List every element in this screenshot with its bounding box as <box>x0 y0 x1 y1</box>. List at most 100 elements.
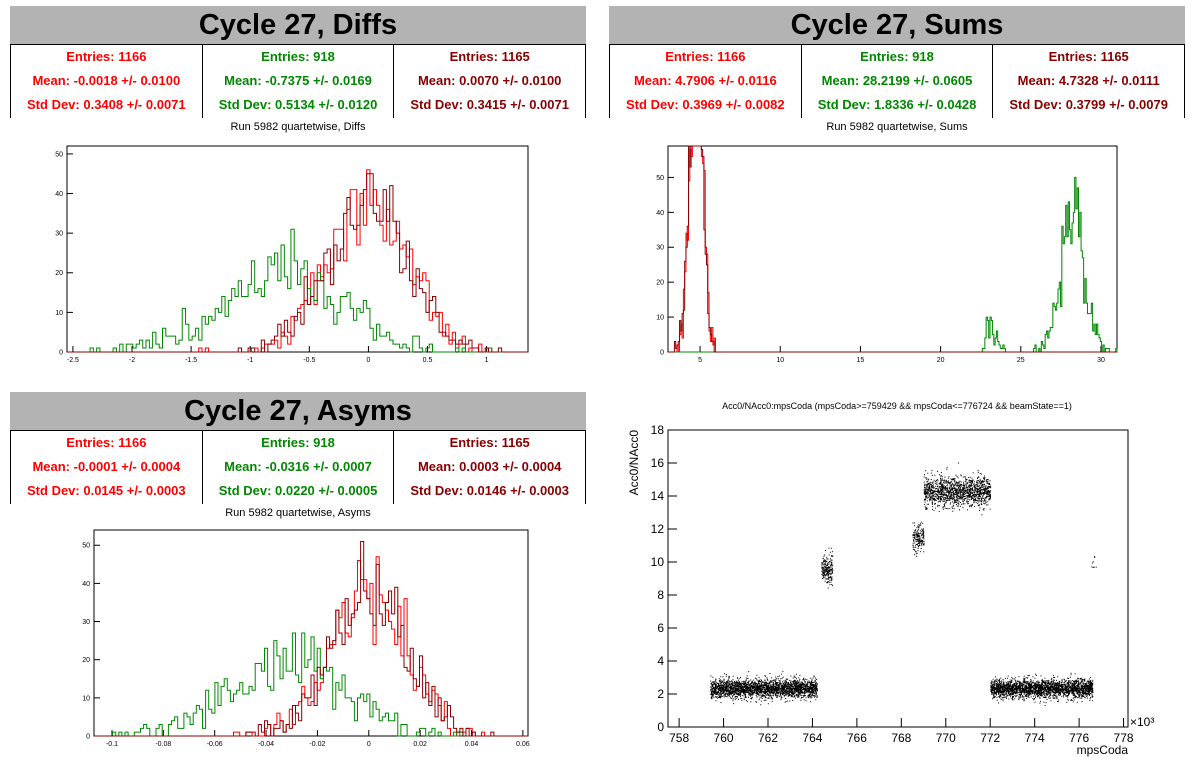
mean-label: Mean: -0.7375 +/- 0.0169 <box>224 73 372 88</box>
y-tick-label: 0 <box>657 720 664 734</box>
x-tick-label: 0.5 <box>423 357 433 364</box>
y-tick-label: 50 <box>656 175 664 182</box>
x-tick-label: -0.08 <box>155 741 171 748</box>
y-tick-label: 20 <box>82 657 90 664</box>
x-tick-label: 762 <box>758 731 778 745</box>
x-axis-label: mpsCoda <box>1077 743 1129 757</box>
std-label: Std Dev: 0.0220 +/- 0.0005 <box>218 483 378 498</box>
mean-label: Mean: -0.0316 +/- 0.0007 <box>224 459 372 474</box>
entries-label: Entries: 918 <box>261 435 335 450</box>
x-tick-label: 758 <box>669 731 689 745</box>
y-tick-label: 50 <box>55 151 63 158</box>
x-tick-label: 15 <box>857 357 865 364</box>
histogram-series-darkred <box>67 173 528 353</box>
stats-box-green: Entries: 918 Mean: -0.0316 +/- 0.0007 St… <box>203 431 395 504</box>
stats-box-red: Entries: 1166 Mean: -0.0001 +/- 0.0004 S… <box>11 431 203 504</box>
x-tick-label: 0 <box>366 357 370 364</box>
plot-frame <box>66 145 529 353</box>
y-tick-label: 4 <box>657 654 664 668</box>
x-tick-label: -0.04 <box>258 741 274 748</box>
mean-label: Mean: -0.0018 +/- 0.0100 <box>32 73 181 88</box>
histogram-series-darkred <box>668 145 1117 353</box>
x-tick-label: 764 <box>802 731 822 745</box>
scatter-title: Acc0/NAcc0:mpsCoda (mpsCoda>=759429 && m… <box>722 401 1072 411</box>
entries-label: Entries: 1165 <box>449 49 530 64</box>
y-tick-label: 2 <box>657 687 664 701</box>
entries-label: Entries: 1165 <box>1048 49 1129 64</box>
x-tick-label: 770 <box>936 731 956 745</box>
x-tick-label: 760 <box>714 731 734 745</box>
entries-label: Entries: 1165 <box>449 435 530 450</box>
y-tick-label: 40 <box>82 581 90 588</box>
y-tick-label: 14 <box>651 489 665 503</box>
x-tick-label: 768 <box>891 731 911 745</box>
entries-label: Entries: 1166 <box>665 49 746 64</box>
x-tick-label: 766 <box>847 731 867 745</box>
y-tick-label: 20 <box>55 270 63 277</box>
x-tick-label: -1.5 <box>185 357 197 364</box>
x-tick-label: 30 <box>1097 357 1105 364</box>
std-label: Std Dev: 0.3799 +/- 0.0079 <box>1009 97 1168 112</box>
std-label: Std Dev: 0.5134 +/- 0.0120 <box>218 97 378 112</box>
entries-label: Entries: 1166 <box>66 49 147 64</box>
y-tick-label: 18 <box>651 423 665 437</box>
y-tick-label: 30 <box>55 231 63 238</box>
y-tick-label: 16 <box>651 456 665 470</box>
x-tick-label: 0 <box>367 741 371 748</box>
histogram-series-green <box>94 632 528 737</box>
std-label: Std Dev: 0.3969 +/- 0.0082 <box>626 97 785 112</box>
y-tick-label: 10 <box>82 695 90 702</box>
scatter-points <box>710 462 1097 707</box>
x-tick-label: 0.02 <box>413 741 427 748</box>
mean-label: Mean: 0.0003 +/- 0.0004 <box>417 459 562 474</box>
entries-label: Entries: 1166 <box>66 435 147 450</box>
histogram-series-green <box>668 176 1118 353</box>
x-tick-label: -0.02 <box>309 741 325 748</box>
std-label: Std Dev: 0.3415 +/- 0.0071 <box>410 97 569 112</box>
y-tick-label: 12 <box>651 522 665 536</box>
entries-label: Entries: 918 <box>261 49 335 64</box>
y-tick-label: 0 <box>660 349 664 356</box>
mean-label: Mean: 4.7906 +/- 0.0116 <box>633 73 777 88</box>
sums-plot: 5 10 15 20 25 30 0 10 20 30 40 50 <box>656 145 1118 364</box>
x-axis-exponent: ×10³ <box>1130 715 1154 729</box>
asyms-subtitle: Run 5982 quartetwise, Asyms <box>225 507 371 519</box>
stats-box-red: Entries: 1166 Mean: 4.7906 +/- 0.0116 St… <box>610 45 802 118</box>
y-tick-label: 50 <box>82 543 90 550</box>
mean-label: Mean: 28.2199 +/- 0.0605 <box>821 73 973 88</box>
std-label: Std Dev: 1.8336 +/- 0.0428 <box>817 97 977 112</box>
asyms-title: Cycle 27, Asyms <box>10 392 586 430</box>
x-tick-label: 778 <box>1114 731 1134 745</box>
asyms-plot: -0.1 -0.08 -0.06 -0.04 -0.02 0 0.02 0.04 0.06 0 10… <box>82 529 530 748</box>
sums-subtitle: Run 5982 quartetwise, Sums <box>826 121 968 133</box>
y-tick-label: 10 <box>55 310 63 317</box>
std-label: Std Dev: 0.3408 +/- 0.0071 <box>27 97 186 112</box>
x-tick-label: 0.04 <box>465 741 479 748</box>
diffs-stats: Entries: 1166 Mean: -0.0018 +/- 0.0100 S… <box>10 44 586 118</box>
x-tick-label: -2 <box>129 357 135 364</box>
x-tick-label: -0.5 <box>303 357 315 364</box>
y-tick-label: 0 <box>59 349 63 356</box>
y-tick-label: 40 <box>656 210 664 217</box>
y-tick-label: 6 <box>657 621 664 635</box>
entries-label: Entries: 918 <box>860 49 934 64</box>
mean-label: Mean: -0.0001 +/- 0.0004 <box>32 459 181 474</box>
x-tick-label: 774 <box>1025 731 1045 745</box>
diffs-subtitle: Run 5982 quartetwise, Diffs <box>230 121 366 133</box>
x-tick-label: 0.06 <box>516 741 530 748</box>
plot-frame <box>93 529 529 737</box>
y-tick-label: 8 <box>657 588 664 602</box>
stats-box-darkred: Entries: 1165 Mean: 0.0003 +/- 0.0004 St… <box>394 431 585 504</box>
y-tick-label: 0 <box>86 733 90 740</box>
mean-label: Mean: 0.0070 +/- 0.0100 <box>417 73 562 88</box>
plot-frame <box>667 429 1129 728</box>
x-tick-label: 25 <box>1017 357 1025 364</box>
asyms-stats: Entries: 1166 Mean: -0.0001 +/- 0.0004 S… <box>10 430 586 504</box>
x-tick-label: 1 <box>485 357 489 364</box>
stats-box-darkred: Entries: 1165 Mean: 4.7328 +/- 0.0111 St… <box>993 45 1184 118</box>
histogram-series-green <box>67 228 528 353</box>
stats-box-green: Entries: 918 Mean: -0.7375 +/- 0.0169 St… <box>203 45 395 118</box>
x-tick-label: -0.1 <box>106 741 118 748</box>
